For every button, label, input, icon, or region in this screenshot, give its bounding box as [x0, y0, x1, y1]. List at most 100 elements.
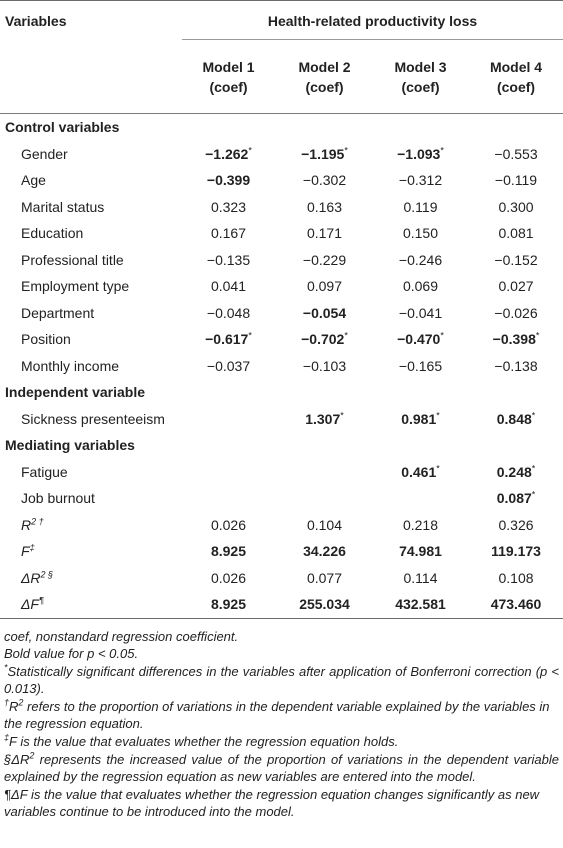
table-body: Control variables Gender −1.262* −1.195* −1.… [0, 114, 563, 619]
cell-value: 0.026 [210, 516, 247, 533]
empty-cell [180, 114, 277, 141]
value-cell [277, 459, 372, 486]
empty-cell [372, 379, 469, 406]
cell-value: 74.981 [399, 543, 442, 560]
value-cell: 432.581 [372, 591, 469, 619]
cell-value: −1.195 [301, 145, 345, 162]
value-cell: 0.087* [469, 485, 563, 512]
table-row: F‡ 8.925 34.226 74.981 119.173 [0, 538, 563, 565]
value-cell: 0.150 [372, 220, 469, 247]
footnote-section: §ΔR2 represents the increased value of t… [4, 751, 559, 786]
cell-value: 1.307 [305, 410, 341, 427]
cell-value: 0.119 [403, 198, 438, 215]
model-2-header: Model 2 (coef) [277, 41, 372, 114]
row-label-text: Education [21, 225, 84, 242]
value-cell: 0.300 [469, 194, 563, 221]
row-label: Marital status [0, 194, 180, 221]
value-cell: 0.981* [372, 406, 469, 433]
row-label: ΔF¶ [0, 591, 180, 619]
value-cell: −0.026 [469, 300, 563, 327]
cell-value: 119.173 [491, 543, 541, 560]
value-cell: 119.173 [469, 538, 563, 565]
row-label: Sickness presenteeism [0, 406, 180, 433]
cell-value: 0.114 [403, 569, 438, 586]
row-label-sup: 2 § [40, 569, 54, 580]
cell-value: −0.165 [398, 357, 443, 374]
significance-mark: * [531, 489, 536, 500]
row-label: ΔR2 § [0, 565, 180, 592]
row-label: Department [0, 300, 180, 327]
significance-mark: * [531, 463, 536, 474]
significance-mark: * [248, 330, 252, 341]
group-row: Independent variable [0, 379, 563, 406]
value-cell: −0.617* [180, 326, 277, 353]
value-cell: 0.104 [277, 512, 372, 539]
cell-value: −0.229 [302, 251, 347, 268]
empty-cell [277, 379, 372, 406]
value-cell: 0.323 [180, 194, 277, 221]
value-cell: −0.553 [469, 141, 563, 168]
cell-value: 0.248 [496, 463, 532, 480]
footnote-text: is the value that evaluates whether the … [4, 786, 540, 820]
cell-value: 8.925 [210, 596, 247, 613]
footnote-coef: coef, nonstandard regression coefficient… [4, 628, 239, 644]
cell-value: −0.702 [301, 331, 345, 348]
empty-cell [469, 432, 563, 459]
value-cell: 0.167 [180, 220, 277, 247]
value-cell: 255.034 [277, 591, 372, 619]
value-cell [372, 485, 469, 512]
value-cell: −0.037 [180, 353, 277, 380]
outcome-header-label: Health-related productivity loss [182, 3, 563, 40]
regression-table: Variables Health-related productivity lo… [0, 0, 563, 619]
value-cell: −1.093* [372, 141, 469, 168]
table-row: Sickness presenteeism 1.307* 0.981* 0.848* [0, 406, 563, 433]
model-header-row: Model 1 (coef) Model 2 (coef) Model 3 (coef… [0, 41, 563, 114]
value-cell: −0.048 [180, 300, 277, 327]
footnote-star: *Statistically significant differences i… [4, 663, 559, 698]
model-name: Model 4 [489, 59, 543, 75]
footnote-mark: † [4, 697, 10, 708]
significance-mark: * [436, 463, 440, 474]
empty-cell [469, 114, 563, 141]
table-row: Fatigue 0.461* 0.248* [0, 459, 563, 486]
cell-value: −0.119 [494, 172, 538, 189]
empty-cell [180, 379, 277, 406]
cell-value: 0.326 [498, 516, 534, 533]
cell-value: −0.103 [302, 357, 347, 374]
value-cell: −0.054 [277, 300, 372, 327]
model-sub: (coef) [496, 79, 536, 95]
value-cell: −0.702* [277, 326, 372, 353]
cell-value: 34.226 [303, 543, 346, 560]
cell-value: −1.093 [397, 145, 441, 162]
footnote-mark: ¶ [4, 786, 11, 802]
table-row: ΔF¶ 8.925 255.034 432.581 473.460 [0, 591, 563, 619]
significance-mark: * [344, 330, 348, 341]
variables-header: Variables [0, 0, 180, 41]
value-cell: −0.302 [277, 167, 372, 194]
cell-value: 0.041 [210, 278, 247, 295]
regression-table-figure: Variables Health-related productivity lo… [0, 0, 563, 820]
cell-value: 0.069 [402, 278, 439, 295]
footnote-text: refers to the proportion of variations i… [4, 698, 550, 732]
table-row: Monthly income −0.037 −0.103 −0.165 −0.138 [0, 353, 563, 380]
row-label-text: ΔR [21, 569, 41, 586]
footnote-dagger: †R2 refers to the proportion of variatio… [4, 698, 559, 733]
footnote-mark: § [4, 751, 12, 767]
significance-mark: * [248, 145, 252, 156]
model-name: Model 3 [394, 59, 447, 75]
model-sub: (coef) [209, 79, 248, 95]
value-cell [180, 459, 277, 486]
empty-cell [277, 114, 372, 141]
cell-value: 0.218 [402, 516, 439, 533]
value-cell: 0.848* [469, 406, 563, 433]
row-label: Monthly income [0, 353, 180, 380]
value-cell: 0.108 [469, 565, 563, 592]
footnote-symbol: ΔF [10, 786, 28, 802]
table-row: Professional title −0.135 −0.229 −0.246 −0.1… [0, 247, 563, 274]
cell-value: −0.138 [494, 357, 538, 374]
empty-cell [372, 432, 469, 459]
footnote-symbol-sup: 2 [18, 697, 24, 708]
row-label: F‡ [0, 538, 180, 565]
row-label: Job burnout [0, 485, 180, 512]
value-cell [277, 485, 372, 512]
